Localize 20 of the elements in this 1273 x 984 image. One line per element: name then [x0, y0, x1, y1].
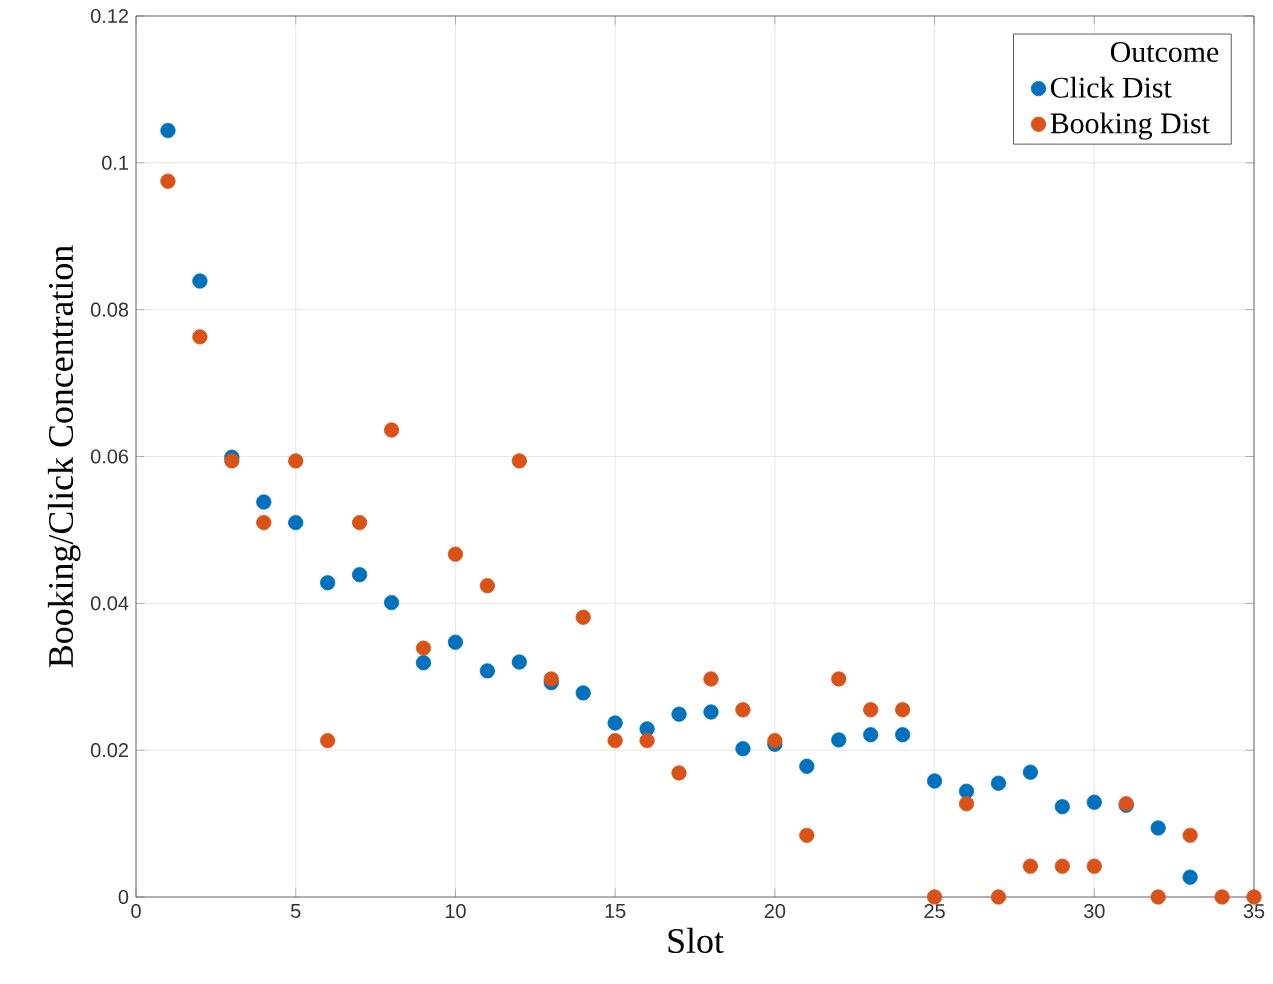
x-axis-title: Slot	[668, 927, 724, 954]
legend-label: Booking Dist	[1050, 112, 1210, 140]
y-tick-label: 0.06	[90, 449, 129, 464]
y-tick-label: 0.1	[102, 155, 129, 170]
legend-title: Outcome	[1110, 41, 1219, 63]
y-tick-label: 0.08	[90, 302, 129, 317]
x-tick-label: 15	[605, 904, 626, 918]
x-tick-label: 10	[445, 904, 466, 919]
y-tick-label: 0	[118, 889, 129, 905]
legend-label: Click Dist	[1050, 76, 1172, 98]
x-tick-label: 30	[1083, 904, 1105, 919]
x-tick-label: 0	[131, 904, 141, 919]
y-tick-label: 0.12	[90, 8, 128, 24]
x-tick-label: 25	[924, 904, 945, 919]
y-tick-label: 0.04	[90, 596, 129, 611]
x-tick-label: 20	[764, 904, 786, 919]
y-tick-label: 0.02	[90, 743, 128, 758]
x-tick-label: 35	[1243, 904, 1265, 919]
y-axis-title: Booking/Click Concentration	[47, 245, 81, 668]
x-tick-label: 5	[290, 904, 301, 918]
